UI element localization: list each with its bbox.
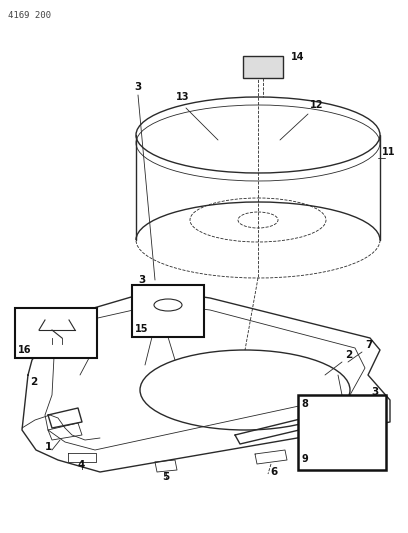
- Text: 3: 3: [138, 275, 145, 285]
- Text: 2: 2: [30, 377, 37, 387]
- Text: 7: 7: [365, 340, 373, 350]
- Text: 11: 11: [382, 147, 395, 157]
- Text: 5: 5: [162, 472, 169, 482]
- Bar: [15, 308, 97, 358]
- Text: 3: 3: [371, 387, 378, 397]
- Bar: [298, 395, 386, 470]
- Bar: [132, 285, 204, 337]
- Text: 14: 14: [291, 52, 304, 62]
- Text: 15: 15: [135, 324, 149, 334]
- Text: 6: 6: [270, 467, 277, 477]
- Text: 1: 1: [45, 442, 52, 452]
- Text: 10: 10: [318, 420, 333, 430]
- Bar: [243, 56, 283, 78]
- Text: 9: 9: [301, 454, 308, 464]
- Text: 12: 12: [310, 100, 324, 110]
- Text: 4169 200: 4169 200: [8, 11, 51, 20]
- Text: 8: 8: [301, 399, 308, 409]
- Text: 3: 3: [134, 82, 141, 92]
- Text: 4: 4: [78, 460, 85, 470]
- Text: 2: 2: [345, 350, 352, 360]
- Text: 16: 16: [18, 345, 31, 355]
- Text: 13: 13: [176, 92, 189, 102]
